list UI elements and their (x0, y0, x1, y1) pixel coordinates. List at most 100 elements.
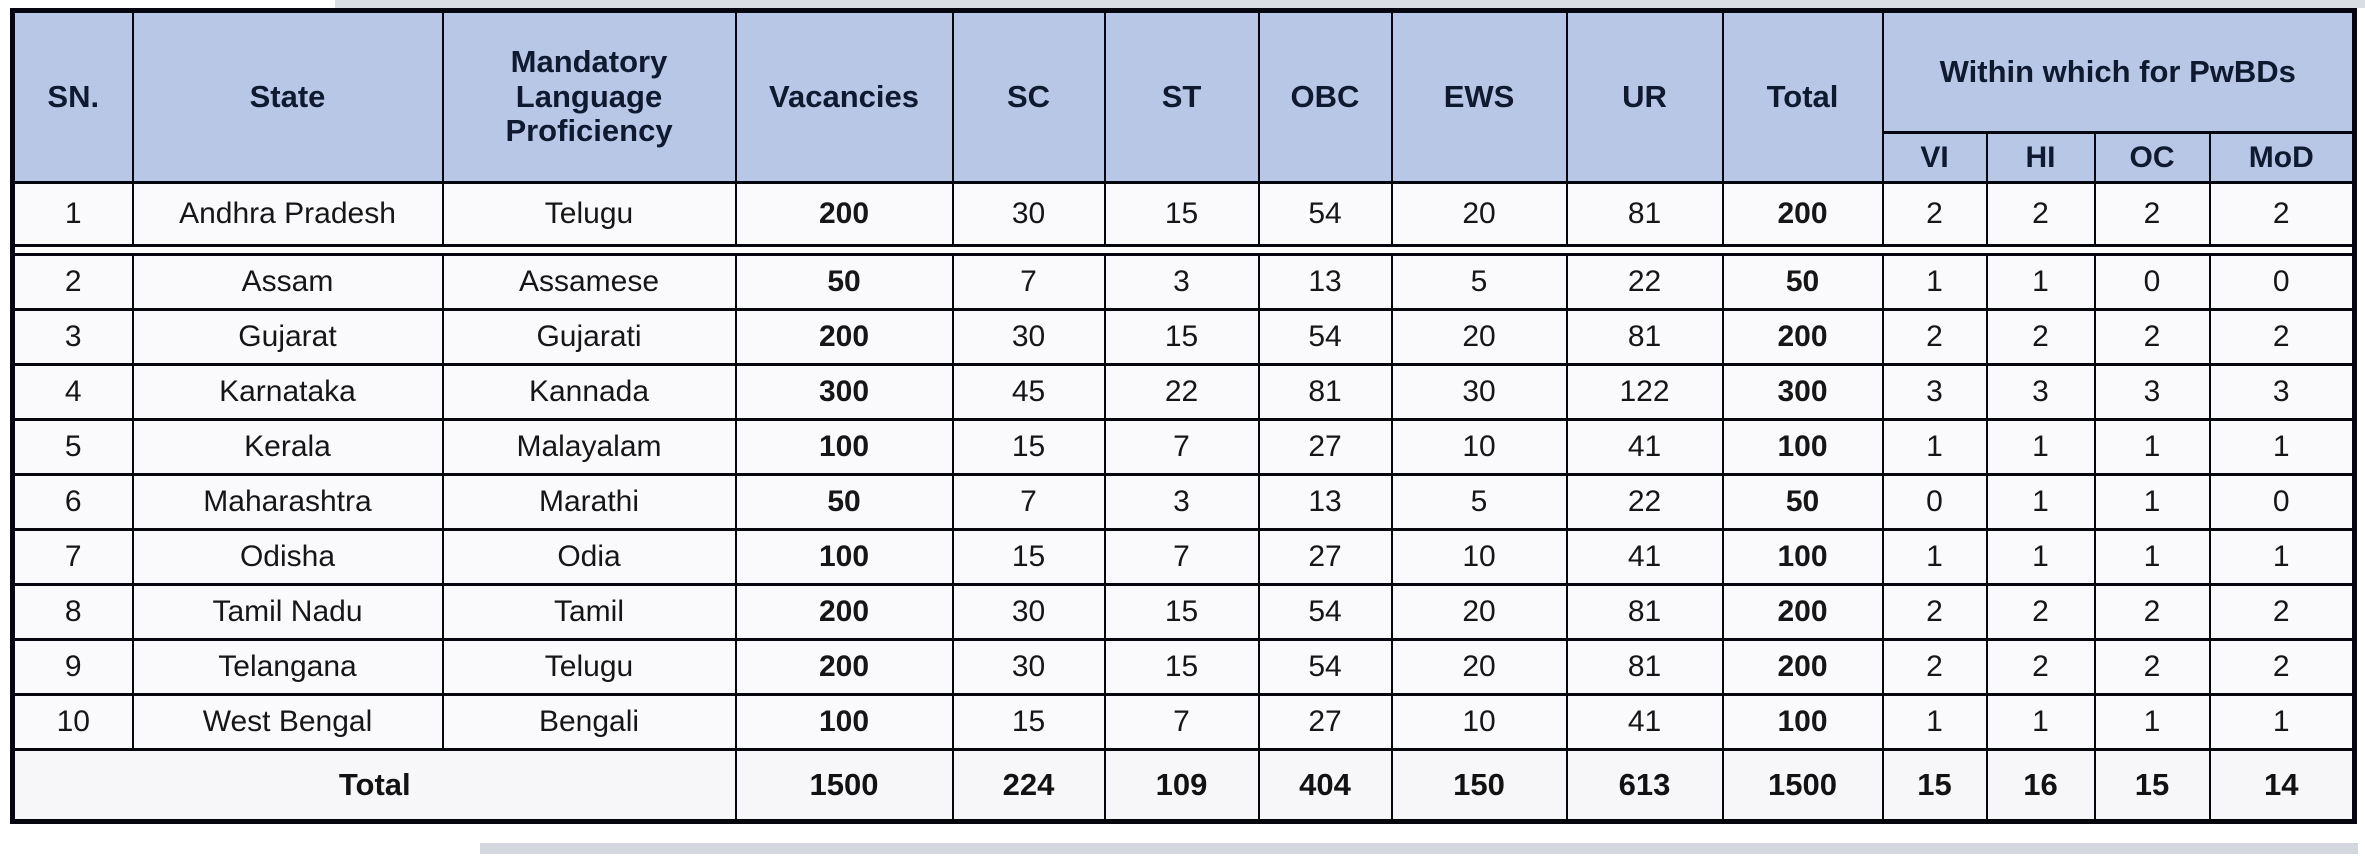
cell-total: 100 (1721, 528, 1884, 586)
cell-vacancies: 200 (734, 583, 954, 641)
cell-hi: 1 (1985, 418, 2096, 476)
cell-ews: 20 (1390, 181, 1568, 247)
cell-obc: 27 (1257, 693, 1393, 751)
cell-state: Gujarat (131, 308, 444, 366)
cell-obc: 54 (1257, 583, 1393, 641)
cell-total: 200 (1721, 181, 1884, 247)
cell-state: Karnataka (131, 363, 444, 421)
row-separator-gap (12, 244, 2355, 256)
cell-sn: 7 (11, 528, 134, 586)
cell-vi: 1 (1881, 693, 1988, 751)
cell-hi: 1 (1985, 693, 2096, 751)
cell-vacancies: 100 (734, 693, 954, 751)
col-header-language: Mandatory Language Proficiency (441, 9, 737, 184)
cell-sc: 30 (951, 181, 1106, 247)
table-footer: Total 1500 224 109 404 150 613 1500 15 1… (11, 748, 2356, 823)
cell-obc: 27 (1257, 418, 1393, 476)
cell-ews: 30 (1390, 363, 1568, 421)
cell-mod: 3 (2208, 363, 2356, 421)
cell-state: Kerala (131, 418, 444, 476)
col-header-ur: UR (1565, 9, 1724, 184)
cell-obc: 81 (1257, 363, 1393, 421)
cell-total: 50 (1721, 473, 1884, 531)
cell-sc: 30 (951, 308, 1106, 366)
cell-ews: 5 (1390, 473, 1568, 531)
cell-language: Telugu (441, 638, 737, 696)
cell-oc: 2 (2093, 638, 2211, 696)
col-header-vi: VI (1881, 131, 1988, 184)
cell-mod: 1 (2208, 693, 2356, 751)
cell-sc: 30 (951, 638, 1106, 696)
cell-vacancies: 300 (734, 363, 954, 421)
col-header-oc: OC (2093, 131, 2211, 184)
cell-language: Tamil (441, 583, 737, 641)
cell-st: 15 (1103, 181, 1260, 247)
cell-sc: 15 (951, 693, 1106, 751)
cell-state: Odisha (131, 528, 444, 586)
col-header-hi: HI (1985, 131, 2096, 184)
cell-ur: 122 (1565, 363, 1724, 421)
table-row: 2 Assam Assamese 50 7 3 13 5 22 50 1 1 0 0 (11, 253, 2356, 311)
cell-vacancies: 50 (734, 473, 954, 531)
cell-language: Assamese (441, 253, 737, 311)
cell-vi: 2 (1881, 583, 1988, 641)
cell-vacancies: 100 (734, 418, 954, 476)
cell-obc: 13 (1257, 473, 1393, 531)
cell-ews: 5 (1390, 253, 1568, 311)
col-header-sn: SN. (11, 9, 134, 184)
cell-ur: 81 (1565, 638, 1724, 696)
cell-vacancies: 100 (734, 528, 954, 586)
vacancy-table: SN. State Mandatory Language Proficiency… (10, 8, 2358, 824)
cell-total: 200 (1721, 308, 1884, 366)
cell-sc: 7 (951, 473, 1106, 531)
cell-ur: 22 (1565, 253, 1724, 311)
cell-oc: 2 (2093, 583, 2211, 641)
cell-sn: 1 (11, 181, 134, 247)
scan-artifact-bottom (480, 843, 2358, 854)
cell-ews: 10 (1390, 528, 1568, 586)
cell-sc: 15 (951, 418, 1106, 476)
cell-mod: 0 (2208, 253, 2356, 311)
total-row: Total 1500 224 109 404 150 613 1500 15 1… (11, 748, 2356, 823)
cell-sn: 6 (11, 473, 134, 531)
table-body: 1 Andhra Pradesh Telugu 200 30 15 54 20 81 200 2 2 2… (11, 181, 2356, 751)
cell-vacancies: 50 (734, 253, 954, 311)
cell-oc: 1 (2093, 693, 2211, 751)
table-row: 1 Andhra Pradesh Telugu 200 30 15 54 20 81 200 2 2 2… (11, 181, 2356, 247)
cell-vacancies: 200 (734, 308, 954, 366)
cell-sn: 9 (11, 638, 134, 696)
cell-oc: 1 (2093, 418, 2211, 476)
cell-ur: 81 (1565, 181, 1724, 247)
cell-oc: 1 (2093, 528, 2211, 586)
cell-language: Malayalam (441, 418, 737, 476)
total-vacancies: 1500 (734, 748, 954, 823)
cell-st: 22 (1103, 363, 1260, 421)
cell-ur: 81 (1565, 583, 1724, 641)
cell-sn: 10 (11, 693, 134, 751)
cell-obc: 54 (1257, 638, 1393, 696)
cell-oc: 3 (2093, 363, 2211, 421)
cell-ews: 20 (1390, 308, 1568, 366)
cell-vi: 1 (1881, 418, 1988, 476)
col-header-vacancies: Vacancies (734, 9, 954, 184)
scan-artifact-top (335, 0, 2365, 8)
cell-sn: 4 (11, 363, 134, 421)
cell-sc: 45 (951, 363, 1106, 421)
col-header-total: Total (1721, 9, 1884, 184)
cell-st: 7 (1103, 528, 1260, 586)
cell-total: 200 (1721, 638, 1884, 696)
cell-mod: 1 (2208, 418, 2356, 476)
header-row-main: SN. State Mandatory Language Proficiency… (11, 9, 2356, 184)
cell-vi: 0 (1881, 473, 1988, 531)
col-header-state: State (131, 9, 444, 184)
table-row: 10 West Bengal Bengali 100 15 7 27 10 41 100 1 1 1 1 (11, 693, 2356, 751)
table-row: 9 Telangana Telugu 200 30 15 54 20 81 200 2 2 2 2 (11, 638, 2356, 696)
cell-obc: 54 (1257, 308, 1393, 366)
cell-vi: 2 (1881, 181, 1988, 247)
cell-language: Telugu (441, 181, 737, 247)
cell-hi: 1 (1985, 253, 2096, 311)
cell-language: Gujarati (441, 308, 737, 366)
total-hi: 16 (1985, 748, 2096, 823)
cell-state: Maharashtra (131, 473, 444, 531)
col-header-obc: OBC (1257, 9, 1393, 184)
